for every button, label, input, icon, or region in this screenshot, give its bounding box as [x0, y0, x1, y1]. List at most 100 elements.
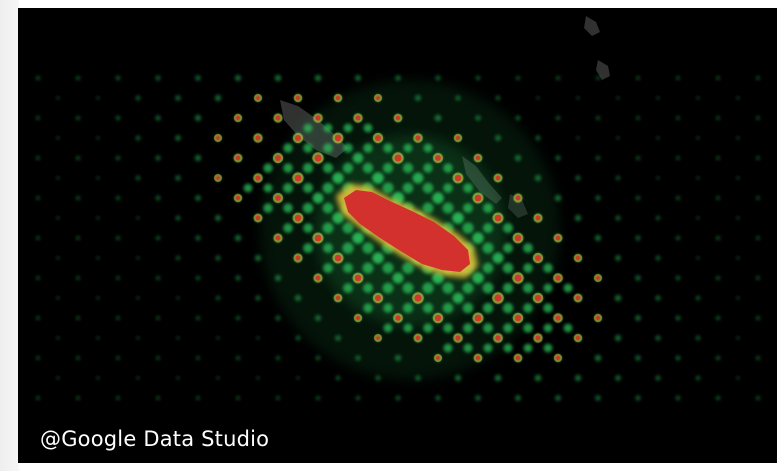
heat-point	[275, 355, 281, 361]
heat-point-fill	[422, 182, 434, 194]
heat-point	[715, 195, 721, 201]
heat-point	[755, 235, 761, 241]
heat-point-fill	[463, 343, 473, 353]
heat-point	[234, 74, 242, 82]
heat-point	[595, 75, 601, 81]
heat-point	[115, 395, 121, 401]
heat-point	[175, 215, 181, 221]
heat-point	[595, 195, 601, 201]
heat-point	[536, 96, 540, 100]
heat-point-fill	[382, 182, 394, 194]
heat-point-fill	[322, 162, 334, 174]
heat-point	[715, 235, 721, 241]
heat-point-fill	[383, 143, 393, 153]
heat-point	[615, 255, 621, 261]
heat-point	[455, 95, 461, 101]
heat-point	[175, 135, 181, 141]
heat-point	[715, 275, 721, 281]
heat-point-core	[315, 115, 321, 121]
heat-point	[395, 395, 401, 401]
heatmap-panel[interactable]: @Google Data Studio	[18, 8, 777, 463]
heat-point-core	[255, 135, 261, 141]
heat-point	[235, 395, 241, 401]
heat-point	[696, 96, 700, 100]
heat-point	[354, 74, 362, 82]
heat-point	[452, 292, 464, 304]
heat-point	[755, 155, 761, 161]
heat-point	[695, 335, 701, 341]
heat-point-fill	[422, 302, 434, 314]
heat-point	[176, 336, 180, 340]
heat-point	[594, 234, 602, 242]
heat-point-core	[494, 214, 502, 222]
heat-point-fill	[342, 162, 354, 174]
heat-point-core	[395, 315, 401, 321]
map-attribution: @Google Data Studio	[40, 427, 270, 451]
land-shape-north	[584, 16, 600, 36]
heat-point-fill	[523, 343, 533, 353]
heat-point	[755, 315, 761, 321]
heat-point	[56, 136, 60, 140]
heat-point	[432, 272, 444, 284]
heat-point	[616, 96, 620, 100]
heat-point-core	[535, 215, 541, 221]
heat-point-fill	[303, 183, 313, 193]
heat-point-fill	[283, 223, 293, 233]
heat-point-fill	[362, 242, 374, 254]
heat-point	[195, 395, 201, 401]
heat-point	[35, 315, 41, 321]
heat-point	[555, 75, 561, 81]
heat-point-core	[216, 136, 220, 140]
heat-point	[35, 355, 41, 361]
heat-point	[656, 136, 660, 140]
heat-point-fill	[482, 242, 494, 254]
heat-point	[475, 115, 481, 121]
heat-point	[715, 315, 721, 321]
heat-point-fill	[343, 283, 353, 293]
heat-point-fill	[462, 222, 474, 234]
heat-point-fill	[523, 303, 533, 313]
heat-point	[415, 375, 421, 381]
heat-point	[312, 192, 324, 204]
heat-point	[414, 94, 422, 102]
heat-point	[96, 96, 100, 100]
heat-point-fill	[303, 143, 313, 153]
heat-point	[155, 275, 161, 281]
heat-point	[194, 114, 202, 122]
heat-point	[635, 75, 641, 81]
heat-point	[475, 395, 481, 401]
heat-point	[136, 296, 140, 300]
heat-point	[35, 395, 41, 401]
heat-point	[75, 395, 81, 401]
heat-point	[515, 115, 521, 121]
heat-point-core	[216, 176, 220, 180]
heat-point-fill	[303, 123, 313, 133]
heat-point	[535, 135, 541, 141]
heat-point-core	[596, 276, 600, 280]
heat-point	[614, 334, 622, 342]
heat-point	[492, 252, 504, 264]
heat-point	[392, 272, 404, 284]
heat-point	[635, 275, 641, 281]
heatmap-canvas	[35, 16, 761, 401]
heat-point	[494, 134, 502, 142]
heat-point	[155, 315, 161, 321]
heat-point-fill	[443, 343, 453, 353]
heat-point	[675, 315, 681, 321]
heat-point	[595, 115, 601, 121]
heat-point-core	[275, 195, 281, 201]
heat-point	[115, 195, 121, 201]
heat-point-fill	[342, 222, 354, 234]
heat-point-core	[575, 295, 581, 301]
heat-point	[372, 252, 384, 264]
heat-point-core	[535, 335, 541, 341]
heat-point-core	[455, 335, 461, 341]
heat-point	[555, 115, 561, 121]
heat-point	[715, 395, 721, 401]
heat-point	[656, 96, 660, 100]
heat-point	[96, 176, 100, 180]
heat-point	[635, 155, 641, 161]
heat-point-core	[514, 274, 522, 282]
heat-point	[696, 176, 700, 180]
